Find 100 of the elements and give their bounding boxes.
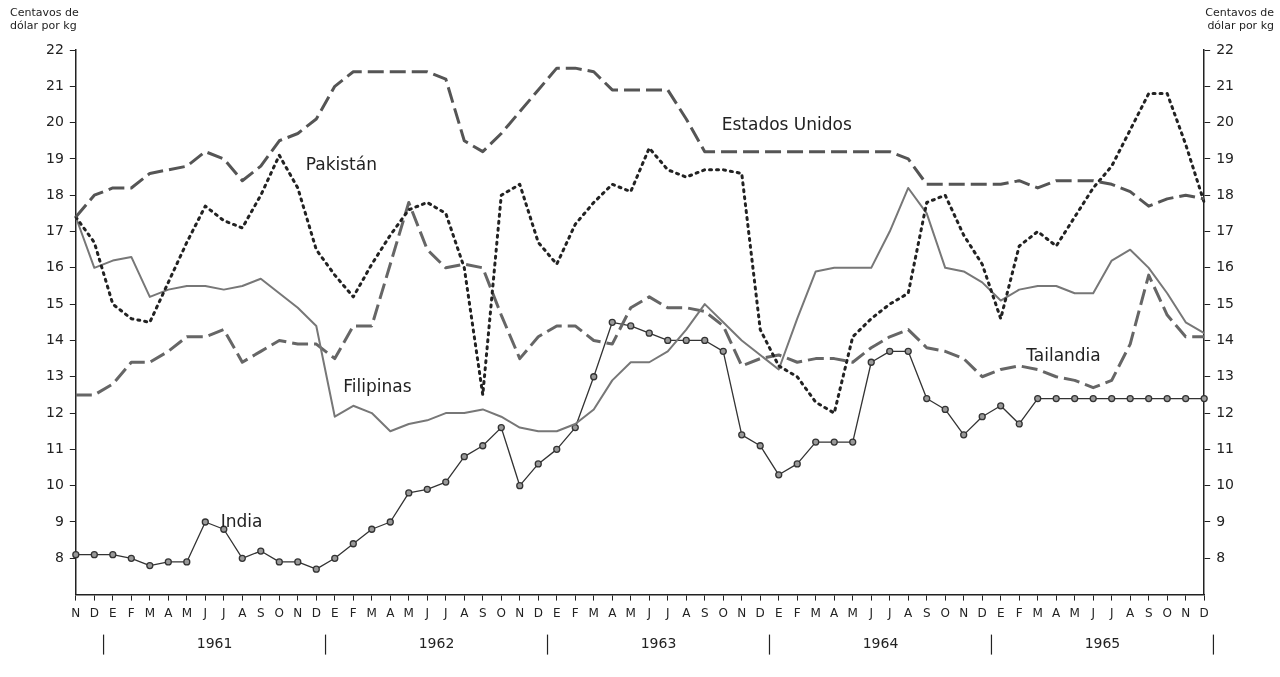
x-tick-label: J [202, 605, 208, 620]
y2-tick-label: 13 [1216, 367, 1235, 384]
y-tick-label: 13 [45, 367, 64, 384]
x-tick-label: O [274, 605, 285, 620]
y-tick-label: 11 [45, 440, 64, 457]
x-tick-label: D [1199, 605, 1209, 620]
y-tick-label: 19 [45, 149, 64, 166]
x-tick-label: N [515, 605, 525, 620]
x-tick-label: F [793, 605, 801, 620]
x-tick-label: M [181, 605, 192, 620]
x-tick-label: M [144, 605, 155, 620]
x-tick-label: A [830, 605, 840, 620]
y-tick-label: 10 [45, 476, 64, 493]
x-tick-label: A [1126, 605, 1136, 620]
y-tick-label: 21 [45, 76, 64, 93]
x-tick-label: D [89, 605, 99, 620]
y-tick-label: 8 [54, 548, 64, 565]
x-tick-label: S [700, 605, 709, 620]
x-tick-label: N [71, 605, 81, 620]
text: 1965 [1084, 635, 1121, 652]
y2-tick-label: 21 [1216, 76, 1235, 93]
y2-tick-label: 10 [1216, 476, 1235, 493]
x-tick-label: J [424, 605, 430, 620]
x-tick-label: N [1181, 605, 1191, 620]
y2-tick-label: 19 [1216, 149, 1235, 166]
text: 1961 [196, 635, 233, 652]
x-tick-label: A [164, 605, 174, 620]
x-tick-label: D [755, 605, 765, 620]
y2-tick-label: 16 [1216, 258, 1235, 275]
x-tick-label: J [1090, 605, 1095, 620]
series-label: Pakistán [305, 154, 377, 175]
x-tick-label: J [886, 605, 892, 620]
x-tick-label: E [552, 605, 561, 620]
x-tick-label: N [293, 605, 303, 620]
x-tick-label: E [774, 605, 783, 620]
x-tick-label: E [109, 605, 117, 620]
x-tick-label: S [1144, 605, 1153, 620]
y-tick-label: 16 [45, 258, 64, 275]
x-tick-label: J [868, 605, 873, 620]
x-tick-label: M [847, 605, 858, 620]
series-label: Estados Unidos [721, 114, 852, 135]
x-tick-label: F [1015, 605, 1023, 620]
y2-tick-label: 17 [1216, 222, 1235, 239]
x-tick-label: M [1069, 605, 1080, 620]
x-tick-label: O [718, 605, 728, 620]
x-tick-label: A [608, 605, 618, 620]
y2-tick-label: 9 [1216, 512, 1226, 529]
x-tick-label: A [682, 605, 692, 620]
line-series [74, 200, 1206, 397]
y2-tick-label: 11 [1216, 440, 1235, 457]
x-tick-label: O [1162, 605, 1172, 620]
x-tick-label: A [1052, 605, 1062, 620]
x-tick-label: S [256, 605, 265, 620]
x-tick-label: J [664, 605, 670, 620]
y-tick-label: 15 [45, 294, 64, 311]
x-tick-label: M [810, 605, 821, 620]
x-tick-label: J [443, 605, 448, 620]
text: 1964 [862, 635, 899, 652]
line-series [74, 66, 1206, 219]
x-tick-label: E [996, 605, 1005, 620]
y-tick-label: 12 [45, 403, 64, 420]
x-tick-label: M [366, 605, 377, 620]
x-tick-label: E [330, 605, 339, 620]
y-tick-label: 14 [45, 331, 64, 348]
y2-tick-label: 22 [1216, 40, 1235, 57]
y2-tick-label: 20 [1216, 113, 1235, 130]
x-tick-label: S [922, 605, 931, 620]
x-tick-label: J [646, 605, 652, 620]
x-tick-label: A [904, 605, 914, 620]
x-tick-label: J [1108, 605, 1114, 620]
y2-tick-label: 15 [1216, 294, 1235, 311]
y-tick-label: 22 [45, 40, 64, 57]
x-tick-label: A [386, 605, 396, 620]
x-tick-label: N [737, 605, 747, 620]
x-tick-label: O [496, 605, 506, 620]
text: 1962 [418, 635, 455, 652]
x-tick-label: D [311, 605, 321, 620]
x-tick-label: M [1032, 605, 1043, 620]
x-tick-label: N [959, 605, 969, 620]
x-tick-label: A [460, 605, 470, 620]
y-tick-label: 20 [45, 113, 64, 130]
y2-tick-label: 18 [1216, 185, 1235, 202]
x-tick-label: F [571, 605, 579, 620]
y2-tick-label: 8 [1216, 548, 1226, 565]
x-tick-label: D [977, 605, 987, 620]
y-tick-label: 9 [54, 512, 64, 529]
x-tick-label: M [403, 605, 414, 620]
series-label: India [220, 511, 263, 532]
y2-tick-label: 14 [1216, 331, 1235, 348]
x-tick-label: O [940, 605, 950, 620]
y2-tick-label: 12 [1216, 403, 1235, 420]
text: 1963 [640, 635, 677, 652]
series-label: Filipinas [343, 376, 412, 397]
x-tick-label: A [238, 605, 248, 620]
x-tick-label: F [349, 605, 357, 620]
x-tick-label: S [478, 605, 487, 620]
x-tick-label: M [588, 605, 599, 620]
y-axis-title: Centavos de dólar por kg [10, 6, 80, 32]
y-tick-label: 18 [45, 185, 64, 202]
y2-axis-title: Centavos de dólar por kg [1204, 6, 1274, 32]
